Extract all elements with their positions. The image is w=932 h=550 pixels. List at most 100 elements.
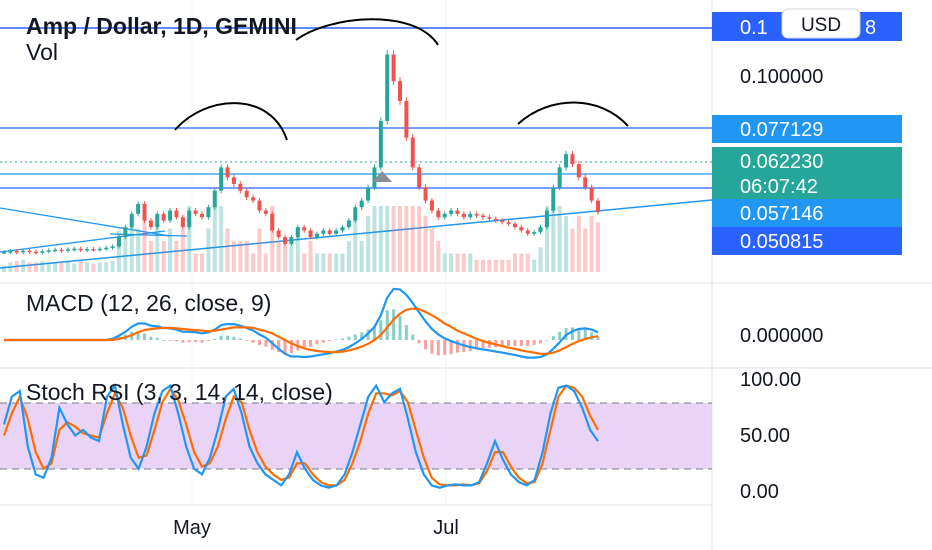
macd-histogram-bar bbox=[213, 338, 217, 340]
volume-bar bbox=[180, 228, 185, 272]
volume-bar bbox=[104, 262, 109, 272]
candle-body bbox=[104, 247, 109, 250]
candle-body bbox=[506, 222, 511, 224]
volume-bar bbox=[206, 228, 211, 272]
volume-bar bbox=[116, 231, 121, 272]
price-tag-top-text: 0.1 bbox=[740, 17, 768, 39]
candle-body bbox=[442, 213, 447, 218]
currency-button-label[interactable]: USD bbox=[801, 15, 841, 36]
candle-body bbox=[525, 230, 530, 234]
volume-bar bbox=[168, 228, 173, 272]
candle-body bbox=[59, 249, 64, 252]
volume-bar bbox=[589, 216, 594, 272]
pattern-marker-icon[interactable] bbox=[372, 171, 392, 182]
price-tag-support-1-text: 0.057146 bbox=[740, 203, 823, 225]
candles bbox=[2, 50, 600, 255]
candle-body bbox=[180, 217, 185, 228]
price-countdown: 06:07:42 bbox=[740, 176, 818, 198]
candle-body bbox=[161, 213, 166, 221]
volume-bar bbox=[417, 206, 422, 272]
candle-body bbox=[308, 230, 313, 238]
trendline-rising[interactable] bbox=[0, 199, 713, 269]
candle-body bbox=[193, 210, 198, 214]
macd-histogram-bar bbox=[481, 340, 485, 349]
candle-body bbox=[596, 200, 600, 213]
candle-body bbox=[493, 218, 498, 221]
volume-bar bbox=[481, 259, 486, 272]
candle-body bbox=[334, 230, 339, 234]
volume-bar bbox=[8, 262, 13, 272]
price-tag-current bbox=[712, 147, 902, 199]
candle-body bbox=[148, 220, 153, 228]
candle-body bbox=[174, 210, 179, 218]
volume-bar bbox=[46, 262, 51, 272]
volume-bar bbox=[564, 216, 569, 272]
candle-body bbox=[321, 230, 326, 234]
macd-histogram-bar bbox=[232, 336, 236, 340]
candle-body bbox=[231, 177, 236, 184]
macd-histogram-bar bbox=[532, 340, 536, 345]
candle-body bbox=[53, 249, 58, 252]
macd-histogram-bar bbox=[155, 337, 159, 340]
candle-body bbox=[576, 164, 581, 178]
volume-bar bbox=[200, 253, 204, 272]
candle-body bbox=[270, 213, 275, 231]
stoch-k-line bbox=[2, 382, 599, 489]
currency-button[interactable] bbox=[781, 8, 861, 39]
head-arc[interactable] bbox=[295, 18, 439, 46]
candle-body bbox=[410, 137, 415, 168]
volume-bar bbox=[142, 206, 147, 272]
candle-body bbox=[302, 227, 307, 231]
candle-body bbox=[14, 251, 19, 253]
candle-body bbox=[8, 251, 13, 253]
candle-body bbox=[46, 250, 51, 252]
candle-body bbox=[359, 200, 364, 208]
candle-body bbox=[289, 237, 294, 244]
candle-body bbox=[33, 251, 38, 254]
candle-body bbox=[251, 197, 256, 201]
macd-histogram-bar bbox=[500, 340, 504, 347]
candle-body bbox=[27, 250, 32, 253]
chart-title: Amp / Dollar, 1D, GEMINI bbox=[26, 13, 297, 39]
candle-body bbox=[142, 203, 147, 221]
volume-bar bbox=[532, 259, 537, 272]
time-tick-may: May bbox=[173, 517, 211, 539]
volume-bar bbox=[353, 216, 358, 272]
candle-body bbox=[500, 220, 505, 223]
volume-bar bbox=[21, 259, 26, 272]
macd-histogram-bar bbox=[238, 338, 242, 340]
volume-bar bbox=[544, 206, 549, 272]
candle-body bbox=[283, 237, 288, 244]
candle-body bbox=[168, 210, 173, 221]
volume-bar bbox=[251, 253, 256, 272]
macd-histogram-bar bbox=[545, 340, 549, 341]
price-tag-resistance-text: 0.077129 bbox=[740, 119, 823, 141]
stoch-tick-50: 50.00 bbox=[740, 425, 790, 447]
volume-bar bbox=[378, 206, 383, 272]
candle-body bbox=[544, 210, 549, 228]
candle-body bbox=[449, 210, 454, 214]
shoulder-arc-right[interactable] bbox=[517, 101, 629, 127]
macd-histogram-bar bbox=[513, 340, 517, 347]
macd-histogram-bar bbox=[519, 340, 523, 347]
macd-histogram-bar bbox=[436, 340, 440, 356]
macd-histogram-bar bbox=[430, 340, 434, 354]
volume-bar bbox=[442, 253, 447, 272]
candle-body bbox=[404, 101, 409, 138]
candle-body bbox=[314, 233, 319, 238]
trendline-triangle-bottom[interactable] bbox=[109, 233, 188, 237]
candle-body bbox=[129, 213, 134, 228]
volume-bar bbox=[551, 206, 556, 272]
candle-body bbox=[225, 167, 230, 178]
volume-bar bbox=[270, 206, 275, 272]
candle-body bbox=[276, 230, 281, 238]
candle-body bbox=[263, 210, 268, 214]
volume-bar bbox=[391, 206, 396, 272]
shoulder-arc-left[interactable] bbox=[174, 102, 288, 141]
macd-histogram-bar bbox=[334, 339, 338, 341]
volume-bar bbox=[334, 253, 339, 272]
candle-body bbox=[136, 203, 141, 214]
trendline-falling[interactable] bbox=[0, 207, 171, 237]
volume-bar bbox=[174, 241, 179, 272]
